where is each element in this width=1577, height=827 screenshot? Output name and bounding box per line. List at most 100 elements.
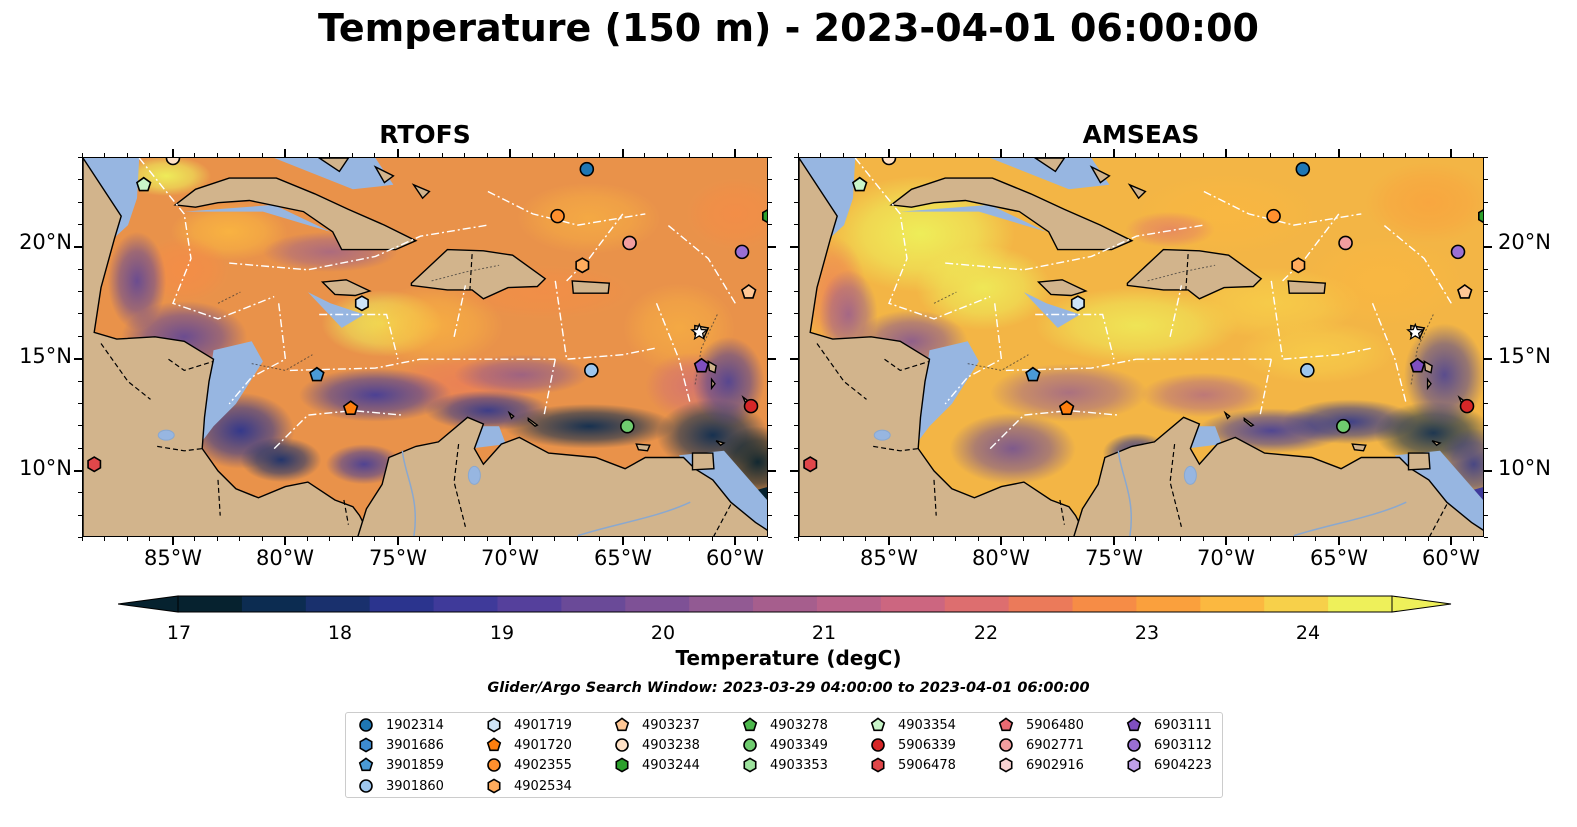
- y-tick-label: 15°N: [1498, 344, 1551, 368]
- tick-mark: [1113, 537, 1115, 545]
- legend-item: 1902314: [358, 715, 444, 735]
- tick-mark: [532, 153, 533, 157]
- legend-marker-icon: [998, 717, 1014, 732]
- legend-item: 4903349: [742, 735, 828, 755]
- tick-mark: [262, 153, 263, 157]
- tick-mark: [1315, 153, 1316, 157]
- legend-marker-6904223: [1127, 757, 1141, 773]
- star-marker: [690, 322, 709, 341]
- float-marker-1902314: [1295, 161, 1311, 177]
- tick-mark: [667, 153, 668, 157]
- colorbar-segment: [1072, 596, 1138, 612]
- map-panel-rtofs[interactable]: [82, 157, 768, 537]
- tick-mark: [794, 157, 798, 158]
- float-marker-4901719: [354, 295, 369, 312]
- land-cuba: [889, 177, 1134, 251]
- eez-boundary: [1282, 213, 1340, 282]
- legend-marker-icon: [999, 738, 1013, 752]
- bathymetry-contour: [694, 314, 718, 387]
- temperature-anomaly: [949, 412, 1076, 485]
- temperature-anomaly: [1305, 236, 1463, 326]
- country-border: [873, 445, 919, 452]
- tick-mark: [888, 149, 890, 157]
- tick-mark: [78, 403, 82, 404]
- legend-marker-4903353: [743, 757, 757, 773]
- tick-mark: [554, 153, 555, 157]
- eez-boundary: [566, 213, 624, 282]
- legend-label: 4903353: [770, 757, 828, 773]
- tick-mark: [78, 291, 82, 292]
- river: [577, 501, 691, 536]
- colorbar-segment: [497, 596, 562, 612]
- land-bahamas2: [373, 165, 395, 184]
- tick-mark: [1270, 537, 1271, 541]
- x-tick-label: 65°W: [594, 546, 652, 570]
- land-trinidad: [691, 452, 715, 471]
- tick-mark: [1383, 537, 1384, 541]
- map-panel-amseas[interactable]: [798, 157, 1484, 537]
- colorbar-segment: [689, 596, 754, 612]
- tick-mark: [865, 537, 866, 541]
- tick-mark: [1360, 537, 1361, 541]
- legend-label: 4903349: [770, 737, 828, 753]
- tick-mark: [172, 537, 174, 545]
- float-marker-3901860: [584, 363, 599, 378]
- tick-mark: [820, 153, 821, 157]
- tick-mark: [1203, 153, 1204, 157]
- tick-mark: [78, 336, 82, 337]
- legend-marker-icon: [359, 718, 373, 732]
- temperature-anomaly: [454, 354, 590, 395]
- land-tobago: [1431, 440, 1442, 447]
- land-hispaniola: [1126, 248, 1263, 300]
- land-margarita: [1351, 443, 1367, 452]
- tick-mark: [1338, 149, 1340, 157]
- x-tick-label: 70°W: [1197, 546, 1255, 570]
- tick-mark: [768, 202, 772, 203]
- legend-label: 4901719: [514, 717, 572, 733]
- legend-marker-1902314: [359, 718, 373, 732]
- tick-mark: [397, 537, 399, 545]
- tick-mark: [622, 537, 624, 545]
- legend-marker-icon: [743, 757, 757, 773]
- colorbar: [118, 595, 1452, 613]
- x-tick-label: 80°W: [256, 546, 314, 570]
- tick-mark: [1484, 358, 1492, 360]
- tick-mark: [194, 537, 195, 541]
- tick-mark: [1473, 153, 1474, 157]
- tick-mark: [1135, 537, 1136, 541]
- tick-mark: [532, 537, 533, 541]
- tick-mark: [352, 537, 353, 541]
- tick-mark: [622, 149, 624, 157]
- land-stlucia: [710, 377, 716, 391]
- tick-mark: [955, 537, 956, 541]
- legend-marker-4902355: [487, 758, 501, 772]
- float-marker-3901860: [1300, 363, 1315, 378]
- tick-mark: [734, 149, 736, 157]
- bathymetry-contour: [933, 291, 957, 304]
- tick-mark: [149, 537, 150, 541]
- temperature-map-rtofs: [83, 158, 767, 536]
- temperature-anomaly: [298, 368, 452, 422]
- legend-marker-icon: [615, 738, 629, 752]
- temperature-anomaly: [915, 245, 1051, 331]
- legend-label: 1902314: [386, 717, 444, 733]
- tick-mark: [978, 153, 979, 157]
- legend-item: 5906478: [870, 755, 956, 775]
- temperature-anomaly: [325, 444, 403, 485]
- float-marker-4901720: [342, 400, 359, 415]
- tick-mark: [329, 537, 330, 541]
- legend-marker-6902771: [999, 738, 1013, 752]
- tick-mark: [734, 537, 736, 545]
- eez-boundary: [1270, 280, 1373, 360]
- tick-mark: [442, 537, 443, 541]
- float-legend: 1902314 3901686 3901859 3901860 4901719 …: [345, 712, 1223, 798]
- eez-boundary: [228, 303, 287, 405]
- float-marker-6903111: [1409, 357, 1426, 373]
- tick-mark: [1484, 448, 1488, 449]
- eez-boundary: [1383, 224, 1452, 304]
- legend-label: 4903244: [642, 757, 700, 773]
- float-marker-4903349: [620, 418, 635, 434]
- tick-mark: [1484, 179, 1488, 180]
- float-marker-4901719: [1070, 295, 1085, 312]
- tick-mark: [284, 537, 286, 545]
